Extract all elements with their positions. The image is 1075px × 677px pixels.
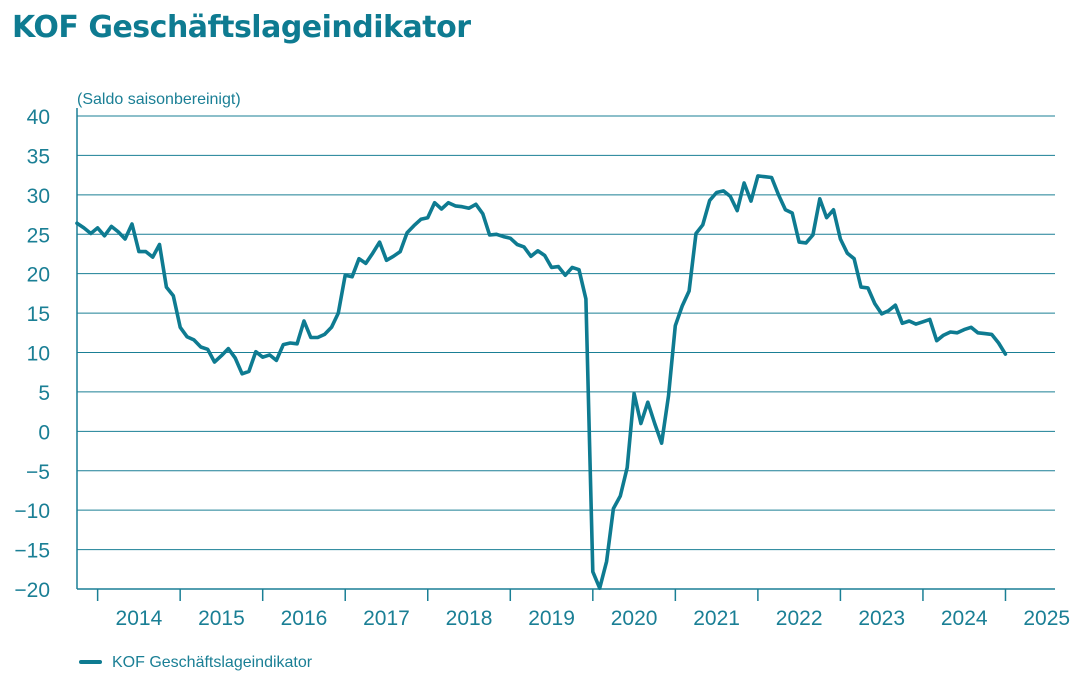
x-tick-label: 2021: [693, 607, 740, 630]
x-tick-label: 2022: [776, 607, 823, 630]
x-tick-label: 2020: [611, 607, 658, 630]
legend-label: KOF Geschäftslageindikator: [112, 654, 313, 671]
x-tick-label: 2019: [528, 607, 575, 630]
y-tick-label: 35: [27, 145, 50, 168]
x-tick-label: 2015: [198, 607, 245, 630]
x-tick-label: 2018: [446, 607, 493, 630]
x-tick-label: 2023: [858, 607, 905, 630]
y-axis-ticks: 40 35 30 25 20 15 10 5 0 −5 −10 −15 −20: [14, 106, 50, 602]
y-tick-label: 30: [27, 185, 50, 208]
x-axis-labels: 2014 2015 2016 2017 2018 2019 2020 2021 2022 2023…: [116, 607, 1071, 630]
chart-title: KOF Geschäftslageindikator: [12, 10, 471, 45]
y-tick-label: 5: [38, 382, 50, 405]
x-tick-label: 2017: [363, 607, 410, 630]
y-tick-label: −10: [14, 500, 50, 523]
x-axis: [76, 108, 1055, 601]
legend: KOF Geschäftslageindikator: [79, 654, 313, 671]
gridlines: [77, 115, 1055, 551]
y-tick-label: 15: [27, 303, 50, 326]
y-tick-label: 20: [27, 264, 50, 287]
y-tick-label: 0: [38, 421, 50, 444]
y-tick-label: 40: [27, 106, 50, 129]
x-tick-label: 2016: [281, 607, 328, 630]
y-tick-label: 10: [27, 343, 50, 366]
y-tick-label: −15: [14, 540, 50, 563]
y-tick-label: −5: [26, 461, 50, 484]
x-tick-label: 2014: [116, 607, 163, 630]
y-tick-label: −20: [14, 579, 50, 602]
x-tick-label: 2024: [941, 607, 988, 630]
y-tick-label: 25: [27, 224, 50, 247]
x-tick-label: 2025: [1023, 607, 1070, 630]
series-line-kof-geschaeftslageindikator: [75, 174, 1008, 590]
y-axis-label: (Saldo saisonbereinigt): [77, 91, 241, 108]
